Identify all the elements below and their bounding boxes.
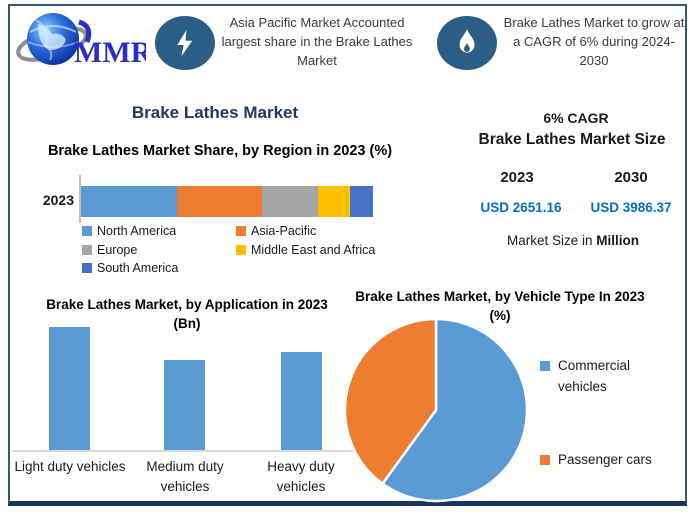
region-chart-axis	[79, 175, 81, 223]
footnote-unit: Million	[596, 233, 640, 248]
application-chart-axis	[12, 450, 358, 452]
logo-text-svg: MMR	[74, 36, 146, 69]
flame-icon-circle	[437, 16, 497, 70]
market-size-year-2030: 2030	[614, 169, 648, 186]
pie-slice-0	[380, 317, 529, 503]
bar-light-duty	[49, 327, 90, 450]
region-stacked-bar	[81, 186, 373, 217]
region-chart-title: Brake Lathes Market Share, by Region in …	[47, 143, 393, 159]
bar-label-heavy-duty: Heavy duty vehicles	[267, 459, 335, 494]
region-legend-col2: Asia-Pacific Middle East and Africa	[236, 222, 375, 259]
footnote-prefix: Market Size in	[506, 233, 597, 248]
legend-item-middle-east-africa: Middle East and Africa	[236, 241, 375, 260]
legend-swatch-passenger-cars	[540, 454, 550, 465]
legend-swatch-asia-pacific	[236, 226, 246, 236]
stacked-segment-0	[81, 186, 178, 217]
pie-slice-1	[343, 317, 438, 486]
legend-label: Passenger cars	[558, 451, 652, 467]
legend-swatch-commercial-vehicles	[540, 361, 550, 371]
bar-label-medium-duty: Medium duty vehicles	[146, 459, 224, 494]
page-title: Brake Lathes Market	[131, 103, 299, 122]
bar-label-light-duty: Light duty vehicles	[14, 459, 126, 474]
legend-swatch-europe	[82, 244, 92, 255]
cagr-text: 6% CAGR	[543, 110, 609, 126]
legend-label: Asia-Pacific	[251, 224, 317, 238]
market-size-year-2023: 2023	[500, 169, 534, 186]
bolt-icon-circle	[155, 16, 215, 70]
legend-label: Europe	[97, 242, 138, 257]
legend-label: Commercial vehicles	[558, 358, 631, 394]
legend-item-asia-pacific: Asia-Pacific	[236, 222, 375, 241]
market-size-value-2023: USD 2651.16	[480, 200, 562, 215]
legend-label: Middle East and Africa	[251, 242, 376, 257]
flame-icon	[459, 29, 475, 53]
application-chart-title: Brake Lathes Market, by Application in 2…	[46, 297, 328, 331]
stacked-segment-1	[177, 186, 263, 217]
vehicle-chart-title: Brake Lathes Market, by Vehicle Type In …	[355, 289, 645, 323]
pie-legend: Commercial vehicles Passenger cars	[540, 356, 670, 471]
vehicle-pie	[343, 317, 529, 503]
legend-swatch-north-america	[82, 226, 92, 236]
globe-icon: MMR	[16, 13, 153, 69]
market-size-footnote: Market Size in Million	[453, 233, 693, 248]
stacked-segment-4	[349, 186, 373, 217]
bolt-icon	[177, 29, 193, 57]
bar-medium-duty	[164, 360, 205, 450]
legend-item-north-america: North America	[82, 222, 178, 241]
legend-swatch-middle-east-africa	[236, 244, 246, 255]
mmr-logo: MMR	[16, 8, 153, 72]
market-size-value-2030: USD 3986.37	[590, 200, 672, 215]
highlight-cagr-growth: Brake Lathes Market to grow at a CAGR of…	[503, 15, 685, 68]
legend-item-europe: Europe	[82, 241, 178, 260]
legend-label: South America	[97, 261, 179, 275]
bar-heavy-duty	[281, 352, 322, 450]
stacked-segment-2	[262, 186, 318, 217]
stacked-segment-3	[317, 186, 350, 217]
legend-swatch-south-america	[82, 263, 92, 273]
legend-item-passenger-cars: Passenger cars	[540, 450, 670, 471]
market-size-title: Brake Lathes Market Size	[478, 131, 666, 148]
legend-label: North America	[97, 224, 177, 238]
legend-item-south-america: South America	[82, 259, 178, 278]
region-legend-col1: North America Europe South America	[82, 222, 178, 278]
legend-item-commercial-vehicles: Commercial vehicles	[540, 356, 670, 398]
region-chart-category-label: 2023	[42, 192, 74, 208]
highlight-asia-pacific: Asia Pacific Market Accounted largest sh…	[221, 15, 413, 68]
